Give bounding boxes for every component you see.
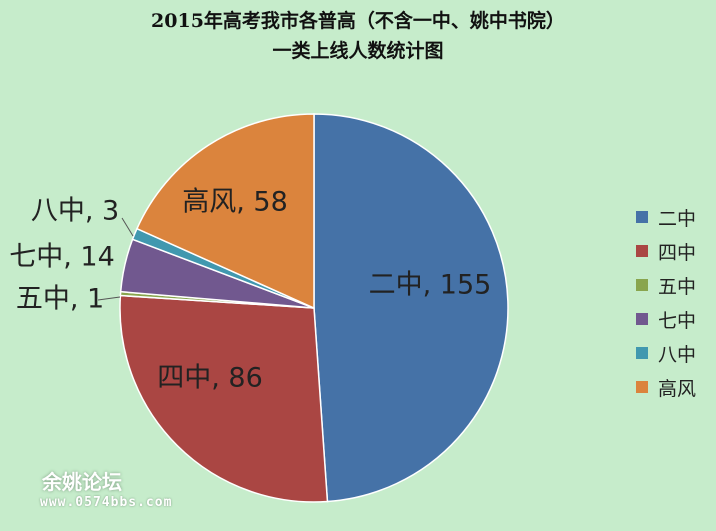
- legend-item-erzhong: 二中: [636, 200, 696, 234]
- data-label-gaofeng: 高风, 58: [182, 187, 288, 218]
- pie-slice-erzhong: [313, 113, 509, 503]
- legend-swatch-wuzhong: [636, 279, 648, 291]
- legend-label-erzhong: 二中: [658, 207, 697, 230]
- legend-item-gaofeng: 高风: [636, 370, 696, 404]
- leader-line-wuzhong: [97, 296, 121, 301]
- legend-swatch-bazhong: [636, 347, 648, 359]
- legend-item-bazhong: 八中: [636, 336, 696, 370]
- legend-item-qizhong: 七中: [636, 302, 696, 336]
- legend: 二中四中五中七中八中高风: [636, 200, 696, 404]
- legend-swatch-qizhong: [636, 313, 648, 325]
- data-label-bazhong: 八中, 3: [31, 196, 119, 227]
- legend-item-sizhong: 四中: [636, 234, 696, 268]
- chart-title: 2015年高考我市各普高（不含一中、姚中书院） 一类上线人数统计图: [0, 6, 716, 66]
- legend-label-gaofeng: 高风: [658, 377, 697, 400]
- leader-line-bazhong: [121, 217, 134, 237]
- data-label-qizhong: 七中, 14: [9, 242, 115, 273]
- watermark-logo: 余姚论坛: [42, 470, 122, 494]
- data-label-sizhong: 四中, 86: [157, 363, 263, 394]
- legend-swatch-erzhong: [636, 211, 648, 223]
- legend-label-bazhong: 八中: [658, 343, 697, 366]
- legend-item-wuzhong: 五中: [636, 268, 696, 302]
- chart-title-line-2: 一类上线人数统计图: [272, 40, 444, 62]
- data-label-erzhong: 二中, 155: [369, 270, 492, 301]
- chart-title-line-1: 2015年高考我市各普高（不含一中、姚中书院）: [151, 10, 565, 32]
- legend-label-qizhong: 七中: [658, 309, 697, 332]
- legend-swatch-sizhong: [636, 245, 648, 257]
- legend-label-sizhong: 四中: [658, 241, 697, 264]
- legend-label-wuzhong: 五中: [658, 275, 697, 298]
- pie-slice-gaofeng: [135, 113, 315, 310]
- pie-slice-sizhong: [119, 294, 329, 503]
- legend-swatch-gaofeng: [636, 381, 648, 393]
- watermark-url: www.0574bbs.com: [40, 495, 173, 510]
- data-label-wuzhong: 五中, 1: [16, 284, 104, 315]
